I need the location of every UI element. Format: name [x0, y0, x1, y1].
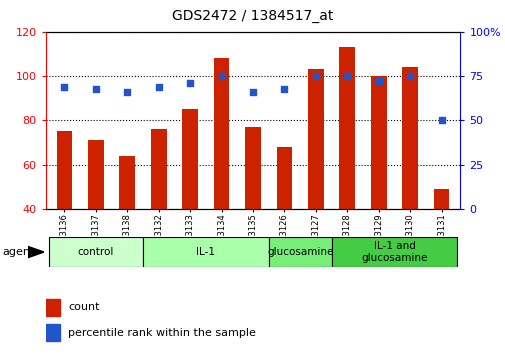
Bar	[57, 131, 72, 209]
Bar	[276, 147, 292, 209]
Text: IL-1 and
glucosamine: IL-1 and glucosamine	[361, 241, 427, 263]
Text: count: count	[68, 302, 99, 312]
Bar	[150, 129, 166, 209]
Text: percentile rank within the sample: percentile rank within the sample	[68, 328, 256, 338]
Point	[123, 89, 131, 95]
Bar	[182, 109, 197, 209]
Point	[374, 79, 382, 84]
Bar	[244, 127, 261, 209]
Bar	[213, 58, 229, 209]
Point	[406, 73, 414, 79]
Point	[280, 86, 288, 91]
Point	[311, 73, 319, 79]
Bar	[331, 237, 457, 267]
Point	[342, 73, 350, 79]
Polygon shape	[28, 246, 44, 258]
Bar	[268, 237, 331, 267]
Bar	[88, 140, 104, 209]
Text: GDS2472 / 1384517_at: GDS2472 / 1384517_at	[172, 9, 333, 23]
Bar	[401, 67, 417, 209]
Bar	[308, 69, 323, 209]
Point	[155, 84, 163, 90]
Bar	[143, 237, 268, 267]
Text: glucosamine: glucosamine	[267, 247, 333, 257]
Point	[217, 73, 225, 79]
Bar	[48, 237, 143, 267]
Point	[91, 86, 99, 91]
Bar	[370, 76, 386, 209]
Text: control: control	[77, 247, 114, 257]
Bar	[45, 324, 60, 341]
Text: agent: agent	[3, 247, 35, 257]
Bar	[433, 189, 448, 209]
Bar	[119, 156, 135, 209]
Text: IL-1: IL-1	[196, 247, 215, 257]
Bar	[339, 47, 355, 209]
Point	[437, 118, 445, 123]
Bar	[45, 299, 60, 316]
Point	[248, 89, 257, 95]
Point	[186, 80, 194, 86]
Point	[60, 84, 68, 90]
